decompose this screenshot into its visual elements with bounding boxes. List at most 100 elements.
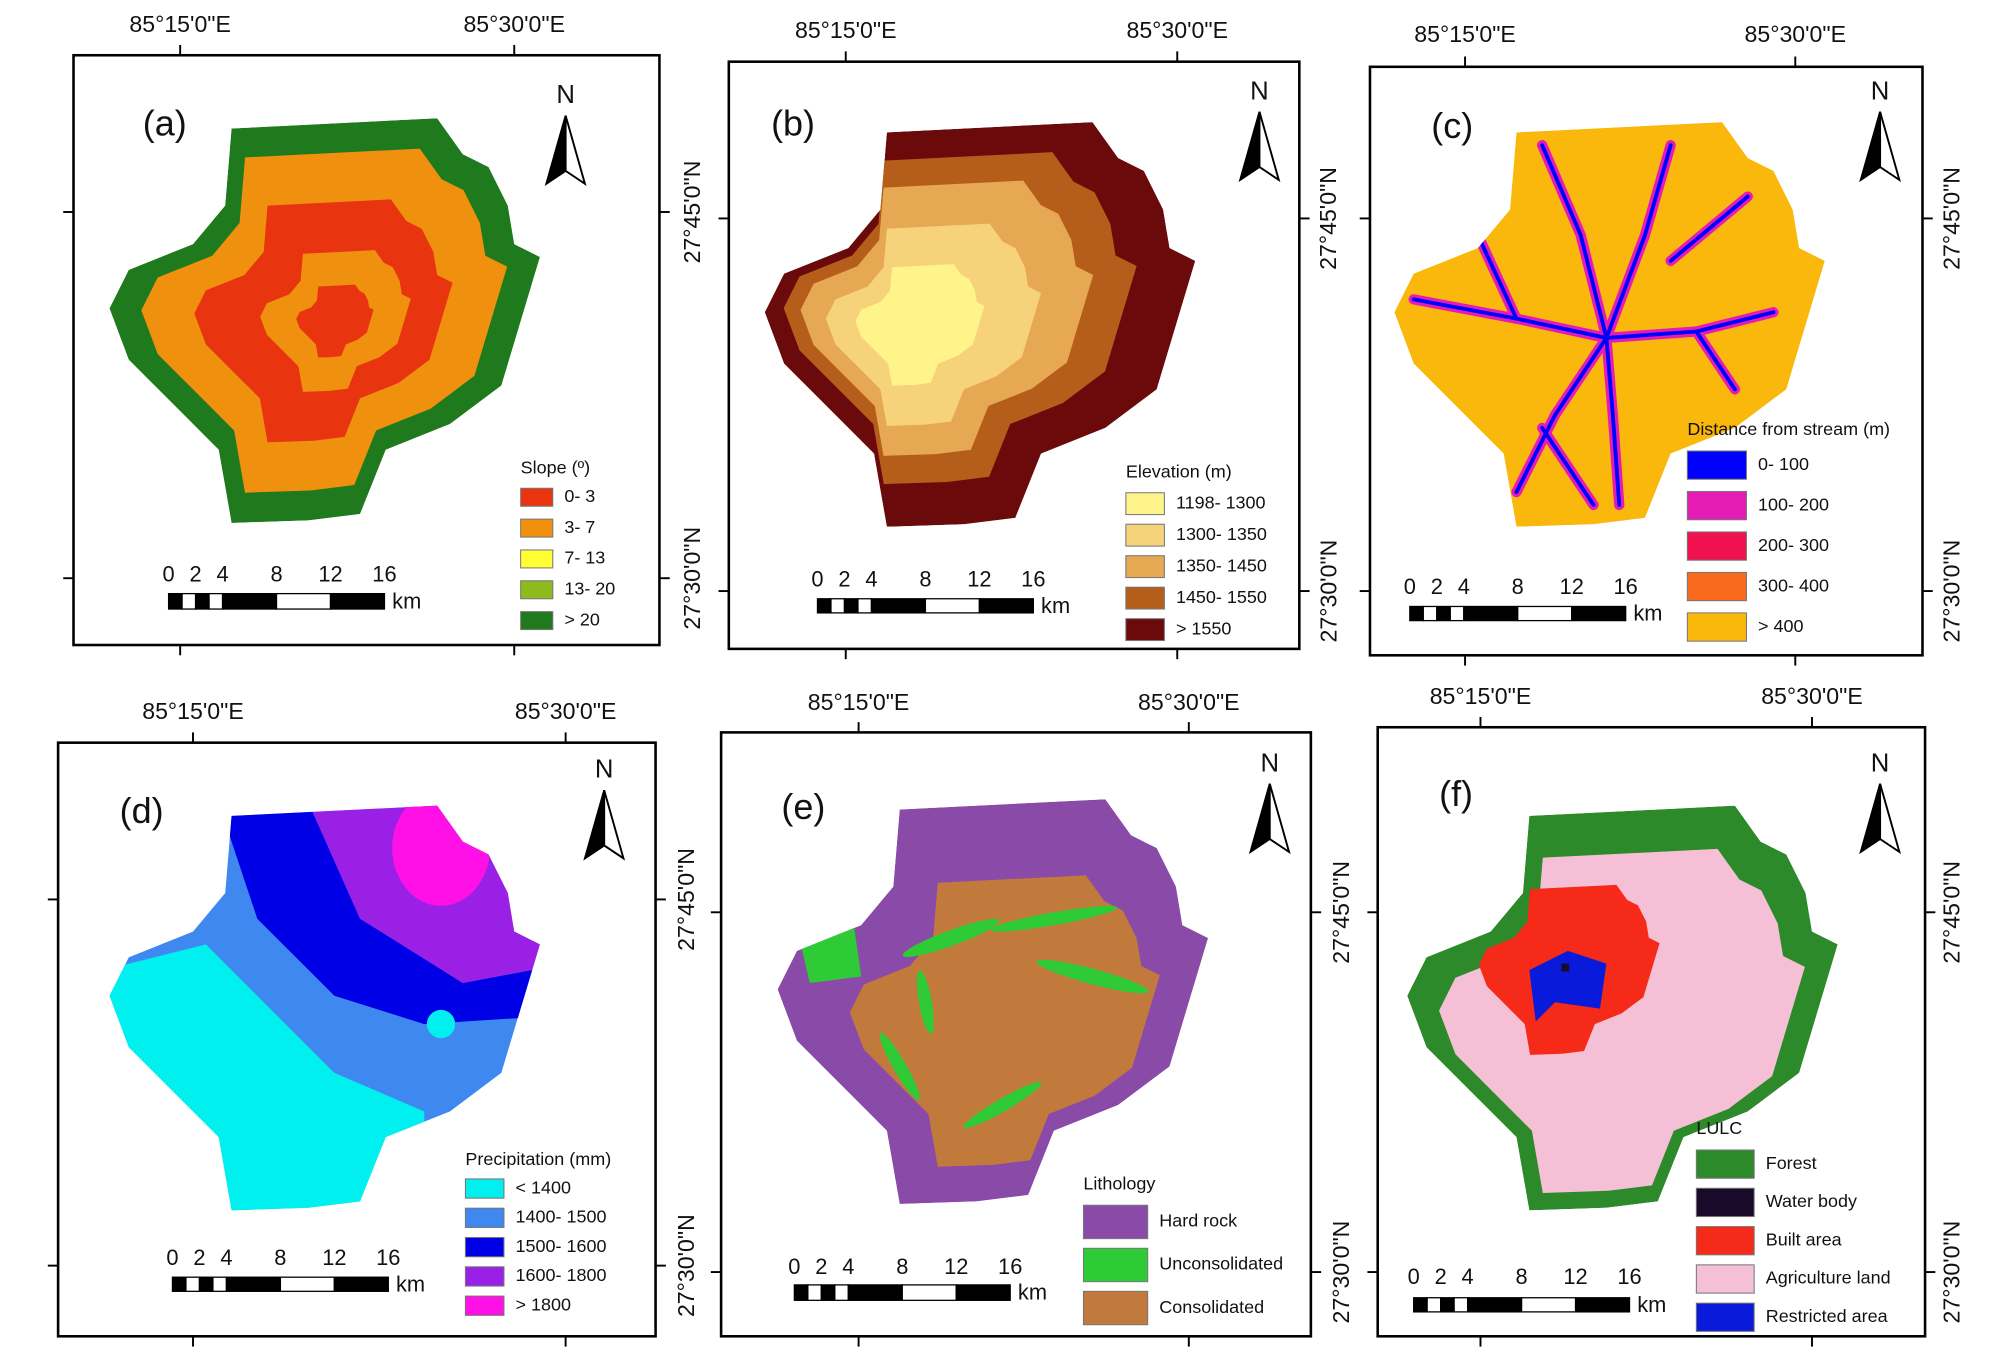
- legend-label: Hard rock: [1159, 1211, 1238, 1231]
- map-body: [1394, 122, 1825, 527]
- lat-label: 27°30'0"N: [1328, 1221, 1354, 1324]
- scale-segment: [807, 1284, 822, 1301]
- legend-label: 1350- 1450: [1176, 555, 1267, 575]
- map-layers: [764, 122, 1196, 527]
- legend-label: 1300- 1350: [1176, 524, 1267, 544]
- legend-swatch: [1125, 492, 1165, 516]
- lon-label: 85°15'0"E: [808, 689, 910, 715]
- legend-swatch: [520, 549, 554, 569]
- lon-label: 85°30'0"E: [515, 698, 617, 724]
- scale-label: 12: [322, 1245, 346, 1270]
- stream: [1604, 143, 1673, 340]
- legend-swatch: [520, 487, 554, 507]
- scale-label: 16: [1617, 1264, 1641, 1289]
- legend-label: 100- 200: [1758, 494, 1829, 514]
- lat-label: 27°45'0"N: [1315, 167, 1341, 270]
- scale-segment: [870, 598, 927, 614]
- north-arrow: [1879, 783, 1901, 855]
- legend-label: Agriculture land: [1766, 1268, 1891, 1288]
- scale-label: 16: [372, 561, 396, 586]
- scale-unit: km: [1633, 601, 1662, 626]
- scale-label: 2: [1431, 574, 1443, 599]
- scale-segment: [847, 1284, 903, 1301]
- lon-label: 85°30'0"E: [1761, 683, 1863, 709]
- legend-label: 1500- 1600: [516, 1236, 607, 1256]
- scale-label: 12: [1560, 574, 1584, 599]
- stream: [1514, 336, 1609, 495]
- legend-label: Restricted area: [1766, 1306, 1888, 1326]
- legend-label: 1400- 1500: [516, 1207, 607, 1227]
- map-area: [1529, 950, 1607, 1022]
- scale-label: 2: [838, 567, 850, 592]
- legend-label: 1600- 1800: [516, 1265, 607, 1285]
- scale-segment: [816, 598, 832, 614]
- scale-segment: [333, 1276, 389, 1292]
- legend-swatch: [520, 611, 554, 631]
- legend-swatch: [1695, 1264, 1755, 1294]
- scale-unit: km: [396, 1271, 425, 1296]
- map-layers: [1407, 805, 1838, 1211]
- north-label: N: [1250, 77, 1269, 105]
- map-layers: [1394, 122, 1825, 527]
- panel-label: (f): [1439, 773, 1473, 814]
- map-body: [109, 118, 540, 523]
- map-body: [764, 122, 1196, 527]
- legend-swatch: [1695, 1187, 1755, 1218]
- legend-swatch: [1686, 450, 1747, 480]
- map-layers: [109, 118, 540, 523]
- legend-swatch: [464, 1178, 505, 1199]
- scale-segment: [793, 1284, 809, 1301]
- scale-label: 0: [811, 567, 823, 592]
- scale-segment: [901, 1284, 957, 1301]
- legend-label: 7- 13: [564, 548, 605, 568]
- legend-swatch: [464, 1236, 505, 1258]
- legend-label: < 1400: [516, 1177, 571, 1197]
- lat-label: 27°45'0"N: [679, 161, 705, 264]
- scale-label: 8: [274, 1245, 286, 1270]
- legend-swatch: [1686, 531, 1747, 561]
- scale-segment: [225, 1276, 282, 1292]
- legend-title: Precipitation (mm): [465, 1149, 611, 1169]
- stream: [1694, 329, 1737, 392]
- scale-segment: [955, 1284, 1011, 1301]
- lon-label: 85°15'0"E: [1414, 21, 1516, 47]
- scale-label: 16: [1614, 574, 1638, 599]
- north-label: N: [1871, 749, 1890, 777]
- legend-label: 1450- 1550: [1176, 587, 1267, 607]
- scale-segment: [171, 1276, 187, 1292]
- lat-label: 27°30'0"N: [1938, 1221, 1964, 1324]
- scale-segment: [834, 1284, 849, 1301]
- map-area: [218, 805, 540, 1025]
- lon-label: 85°30'0"E: [463, 11, 565, 37]
- scale-label: 4: [865, 567, 877, 592]
- scale-label: 0: [166, 1245, 178, 1270]
- legend-label: Forest: [1766, 1153, 1817, 1173]
- map-body: [1407, 805, 1838, 1211]
- legend-swatch: [1125, 523, 1165, 547]
- legend-label: > 20: [564, 609, 599, 629]
- scale-segment: [198, 1276, 214, 1292]
- scale-unit: km: [1018, 1280, 1047, 1305]
- scale-unit: km: [1041, 593, 1070, 618]
- lon-label: 85°15'0"E: [795, 17, 897, 43]
- legend-label: > 1550: [1176, 618, 1231, 638]
- north-label: N: [595, 756, 614, 784]
- legend-swatch: [520, 580, 554, 600]
- legend-label: 200- 300: [1758, 535, 1829, 555]
- legend-swatch: [1082, 1290, 1149, 1326]
- map-panel: 85°15'0"E 27°45'0"N 85°30'0"E 27°30'0"N (a) N…: [63, 11, 705, 656]
- map-area: [902, 918, 1000, 957]
- lat-label: 27°30'0"N: [1938, 540, 1964, 643]
- scale-label: 4: [1462, 1264, 1474, 1289]
- map-panel: 85°15'0"E 27°45'0"N 85°30'0"E 27°30'0"N (e) N…: [710, 689, 1354, 1347]
- panel-label: (a): [143, 102, 187, 143]
- scale-label: 0: [1408, 1264, 1420, 1289]
- map-area: [916, 970, 934, 1034]
- scale-label: 2: [815, 1254, 827, 1279]
- scale-label: 8: [270, 561, 282, 586]
- legend-swatch: [1686, 490, 1747, 521]
- stream: [1540, 425, 1596, 507]
- north-arrow: [1879, 111, 1901, 183]
- scale-label: 4: [1458, 574, 1470, 599]
